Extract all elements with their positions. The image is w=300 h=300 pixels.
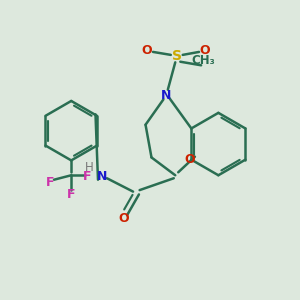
Text: CH₃: CH₃	[192, 54, 215, 67]
Text: O: O	[184, 153, 195, 166]
Text: N: N	[161, 88, 172, 101]
Text: H: H	[85, 161, 93, 174]
Text: S: S	[172, 50, 182, 63]
Text: F: F	[83, 170, 92, 183]
Text: N: N	[97, 170, 108, 183]
Text: O: O	[200, 44, 210, 57]
Text: F: F	[46, 176, 55, 189]
Text: O: O	[142, 44, 152, 57]
Text: F: F	[67, 188, 76, 201]
Text: O: O	[118, 212, 129, 225]
